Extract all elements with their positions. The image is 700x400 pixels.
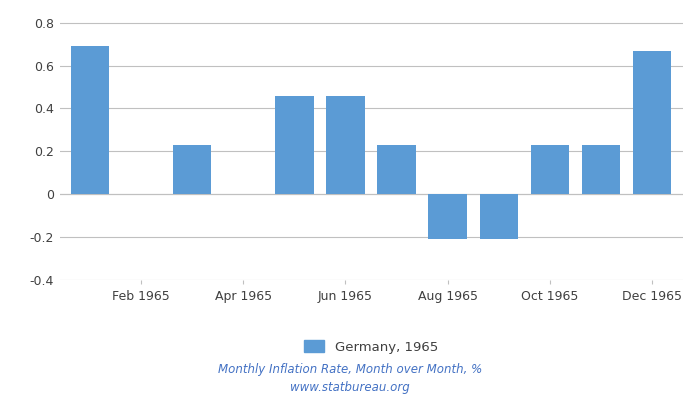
Bar bbox=[480, 194, 518, 239]
Bar bbox=[377, 145, 416, 194]
Text: Monthly Inflation Rate, Month over Month, %: Monthly Inflation Rate, Month over Month… bbox=[218, 364, 482, 376]
Bar bbox=[326, 96, 365, 194]
Text: www.statbureau.org: www.statbureau.org bbox=[290, 382, 410, 394]
Bar bbox=[173, 145, 211, 194]
Bar bbox=[275, 96, 314, 194]
Bar bbox=[582, 145, 620, 194]
Bar bbox=[71, 46, 109, 194]
Bar bbox=[531, 145, 569, 194]
Bar bbox=[428, 194, 467, 239]
Bar bbox=[633, 50, 671, 194]
Legend: Germany, 1965: Germany, 1965 bbox=[299, 335, 443, 359]
